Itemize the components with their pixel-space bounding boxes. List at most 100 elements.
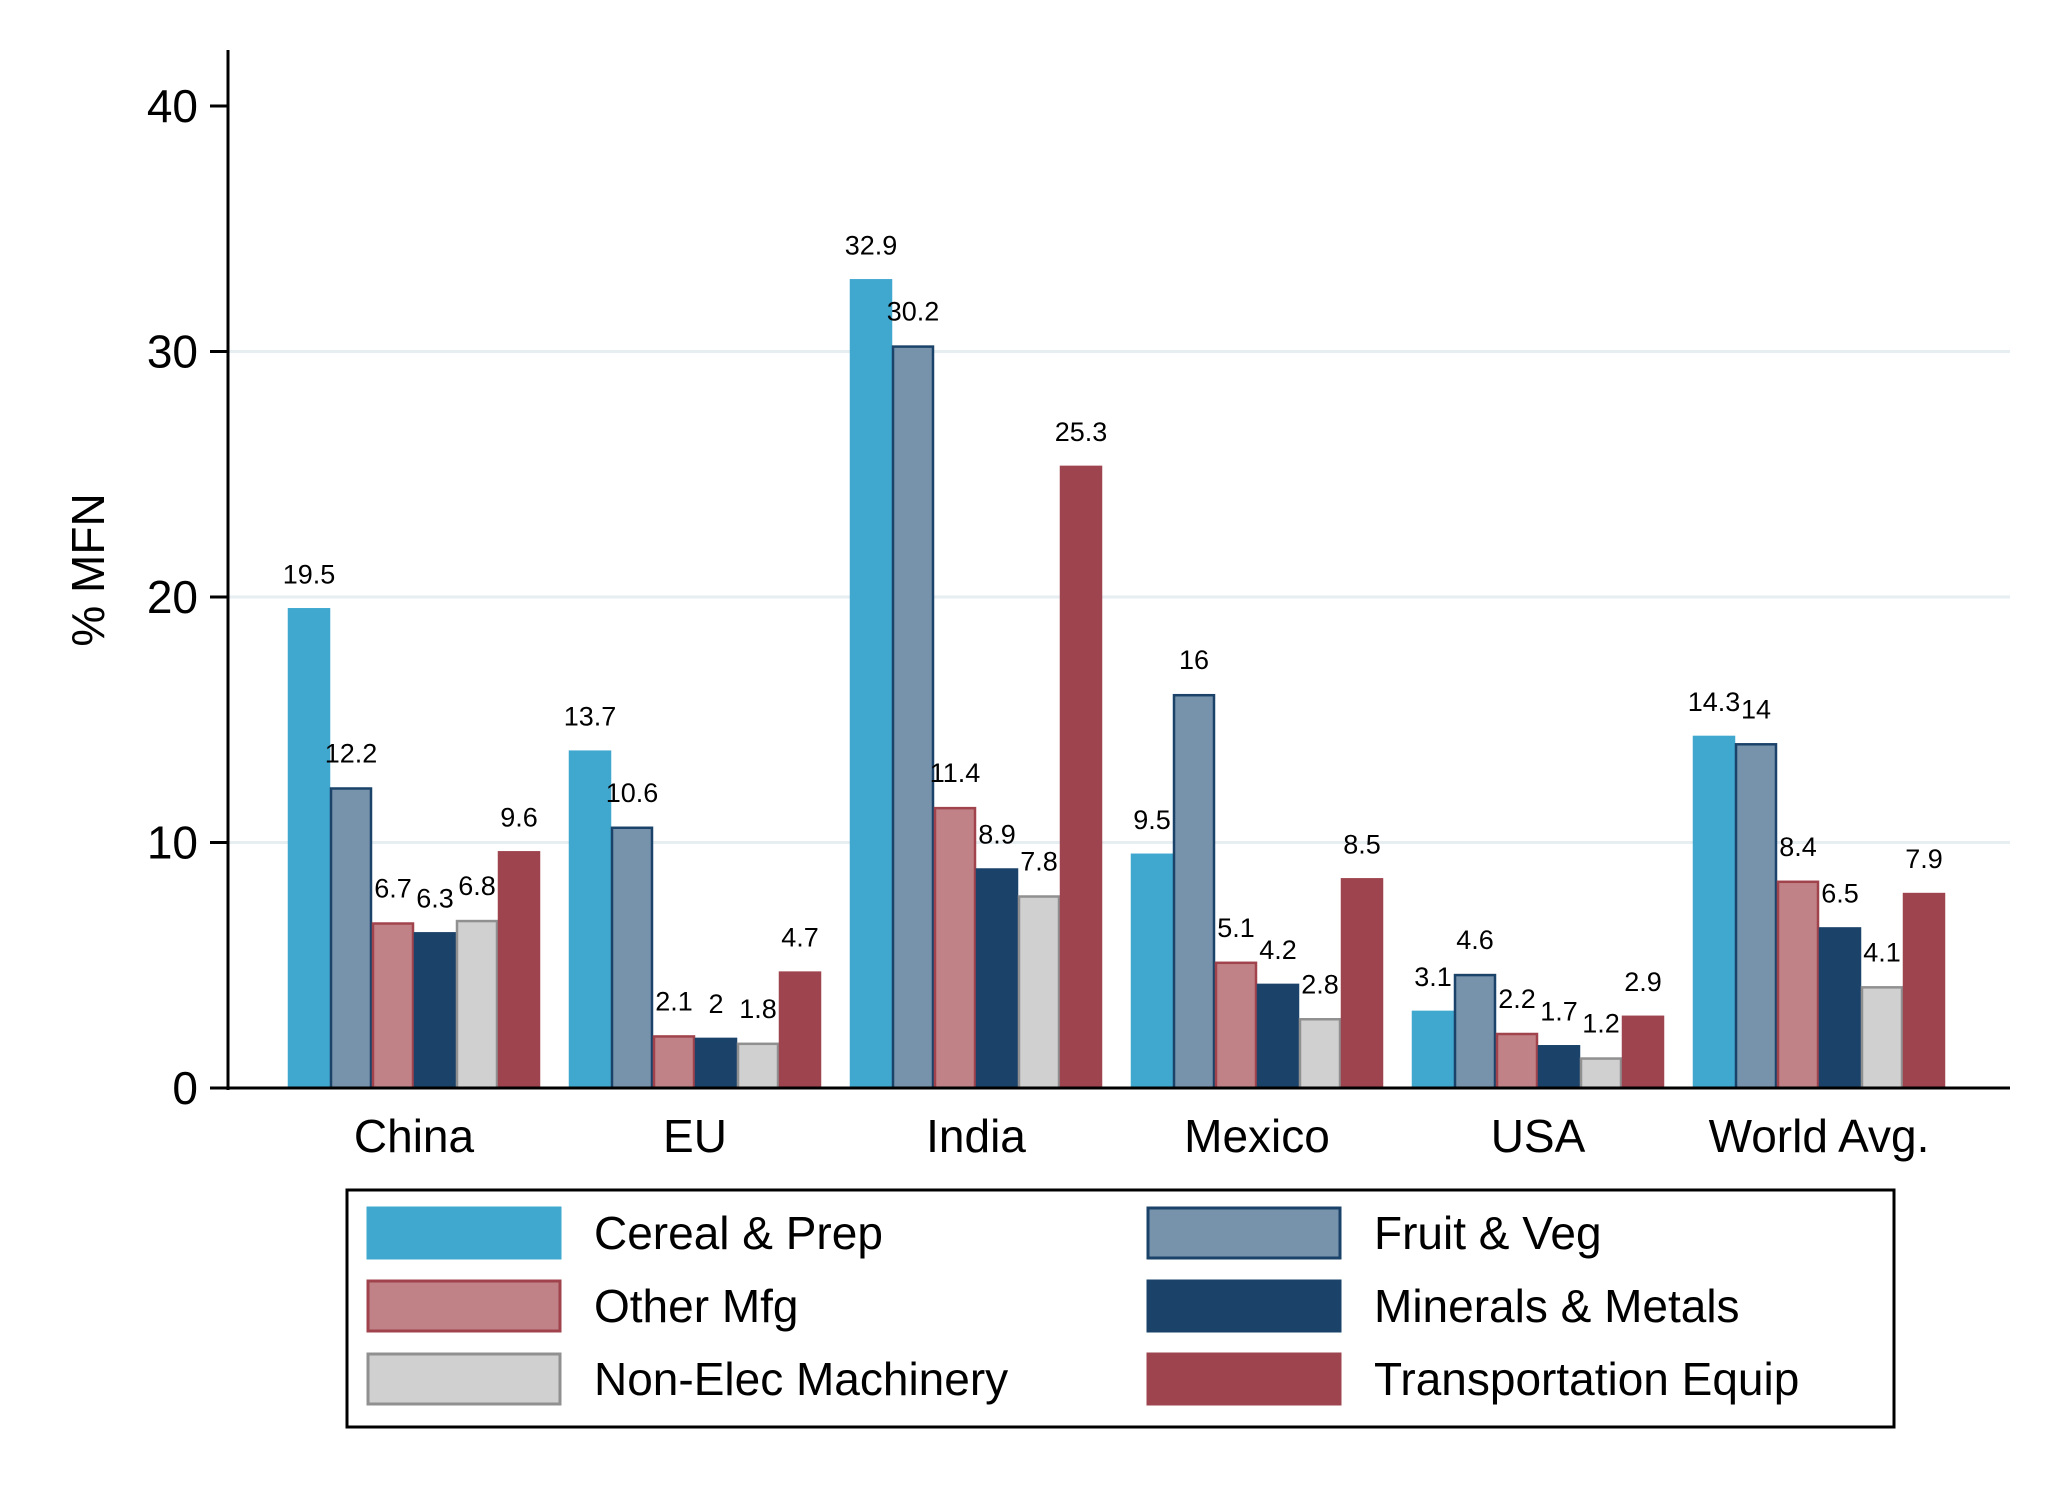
- x-tick-label: India: [926, 1110, 1026, 1162]
- data-label: 2.2: [1498, 984, 1536, 1014]
- bar-china-minerals-metals: [413, 932, 457, 1090]
- bar-eu-minerals-metals: [694, 1037, 738, 1090]
- data-label: 6.8: [458, 871, 496, 901]
- data-label: 30.2: [887, 297, 940, 327]
- x-tick-label: USA: [1491, 1110, 1586, 1162]
- bar-mexico-other-mfg: [1214, 961, 1258, 1090]
- y-tick-label: 10: [147, 817, 198, 869]
- bar-eu-other-mfg: [652, 1035, 696, 1090]
- bar-usa-fruit-veg: [1453, 973, 1497, 1090]
- legend-label: Cereal & Prep: [594, 1207, 883, 1259]
- bar-china-non-elec-machinery: [455, 919, 499, 1090]
- data-label: 32.9: [845, 230, 898, 260]
- bar-usa-transportation-equip: [1621, 1015, 1665, 1090]
- x-tick-label: China: [354, 1110, 475, 1162]
- data-label: 4.6: [1456, 925, 1494, 955]
- bar-mexico-fruit-veg: [1172, 693, 1216, 1090]
- y-tick-label: 0: [172, 1062, 198, 1114]
- bar-usa-non-elec-machinery: [1579, 1057, 1623, 1090]
- legend-swatch: [366, 1206, 562, 1260]
- bar-eu-fruit-veg: [610, 826, 654, 1090]
- bar-china-transportation-equip: [497, 851, 541, 1090]
- legend-label: Other Mfg: [594, 1280, 799, 1332]
- bar-usa-other-mfg: [1495, 1032, 1539, 1090]
- legend-label: Non-Elec Machinery: [594, 1353, 1008, 1405]
- bar-mexico-minerals-metals: [1256, 983, 1300, 1090]
- data-label: 14: [1741, 694, 1771, 724]
- data-label: 4.2: [1259, 935, 1297, 965]
- data-label: 2.8: [1301, 969, 1339, 999]
- bar-china-cereal-prep: [287, 608, 331, 1090]
- bar-india-fruit-veg: [891, 345, 935, 1090]
- bar-world-avg--cereal-prep: [1692, 735, 1736, 1090]
- data-label: 6.3: [416, 883, 454, 913]
- data-label: 25.3: [1055, 417, 1108, 447]
- y-tick-label: 40: [147, 80, 198, 132]
- legend-label: Minerals & Metals: [1374, 1280, 1740, 1332]
- bar-india-cereal-prep: [849, 279, 893, 1090]
- bar-india-minerals-metals: [975, 868, 1019, 1090]
- bar-india-other-mfg: [933, 806, 977, 1090]
- data-label: 19.5: [283, 559, 336, 589]
- legend: Cereal & Prep Fruit & Veg Other Mfg Mineral…: [345, 1188, 1896, 1429]
- data-label: 1.7: [1540, 996, 1578, 1026]
- axes: China EU India Mexico USA World Avg. 0 10 20 30 40: [147, 50, 2010, 1162]
- bar-mexico-non-elec-machinery: [1298, 1018, 1342, 1090]
- data-label: 11.4: [930, 758, 981, 788]
- x-tick-label: World Avg.: [1709, 1110, 1930, 1162]
- bar-china-fruit-veg: [329, 787, 373, 1090]
- data-label: 14.3: [1688, 687, 1741, 717]
- bar-mexico-cereal-prep: [1130, 853, 1174, 1090]
- bar-world-avg--minerals-metals: [1818, 927, 1862, 1090]
- data-label: 10.6: [606, 778, 659, 808]
- bar-world-avg--non-elec-machinery: [1860, 986, 1904, 1090]
- legend-swatch: [1146, 1206, 1342, 1260]
- y-tick-label: 30: [147, 326, 198, 378]
- data-label: 8.9: [978, 820, 1016, 850]
- data-label: 7.9: [1905, 844, 1943, 874]
- legend-swatch: [1146, 1279, 1342, 1333]
- data-label: 9.5: [1133, 805, 1171, 835]
- bar-eu-non-elec-machinery: [736, 1042, 780, 1090]
- bar-world-avg--transportation-equip: [1902, 892, 1946, 1090]
- data-label: 9.6: [500, 802, 538, 832]
- y-tick-label: 20: [147, 571, 198, 623]
- legend-swatch: [366, 1352, 562, 1406]
- data-label: 16: [1179, 645, 1209, 675]
- bar-eu-cereal-prep: [568, 750, 612, 1090]
- bar-china-other-mfg: [371, 922, 415, 1090]
- data-label: 8.5: [1343, 829, 1381, 859]
- data-label: 7.8: [1020, 847, 1058, 877]
- bar-world-avg--fruit-veg: [1734, 743, 1778, 1090]
- x-tick-label: EU: [663, 1110, 727, 1162]
- legend-swatch: [366, 1279, 562, 1333]
- data-label: 6.7: [374, 874, 412, 904]
- bar-mexico-transportation-equip: [1340, 878, 1384, 1090]
- data-labels: 19.5 12.2 6.7 6.3 6.8 9.6 13.7 10.6 2.1 2 1.8 4.7 32…: [283, 230, 1943, 1038]
- data-label: 4.7: [781, 923, 819, 953]
- data-label: 5.1: [1217, 913, 1255, 943]
- bar-eu-transportation-equip: [778, 971, 822, 1090]
- legend-label: Fruit & Veg: [1374, 1207, 1602, 1259]
- y-axis-title: % MFN: [62, 493, 114, 646]
- data-label: 6.5: [1821, 878, 1859, 908]
- data-label: 4.1: [1863, 937, 1901, 967]
- data-label: 12.2: [325, 738, 378, 768]
- legend-swatch: [1146, 1352, 1342, 1406]
- bar-india-transportation-equip: [1059, 465, 1103, 1090]
- data-label: 2.1: [655, 986, 693, 1016]
- data-label: 13.7: [564, 702, 617, 732]
- data-label: 1.2: [1582, 1009, 1620, 1039]
- bar-usa-minerals-metals: [1537, 1045, 1581, 1090]
- x-tick-label: Mexico: [1184, 1110, 1330, 1162]
- data-label: 8.4: [1779, 832, 1817, 862]
- data-label: 1.8: [739, 994, 777, 1024]
- bar-usa-cereal-prep: [1411, 1010, 1455, 1090]
- legend-box: [345, 1188, 1896, 1429]
- legend-label: Transportation Equip: [1374, 1353, 1799, 1405]
- data-label: 3.1: [1414, 962, 1452, 992]
- bar-india-non-elec-machinery: [1017, 895, 1061, 1090]
- data-label: 2: [708, 989, 723, 1019]
- bars: [287, 279, 1946, 1090]
